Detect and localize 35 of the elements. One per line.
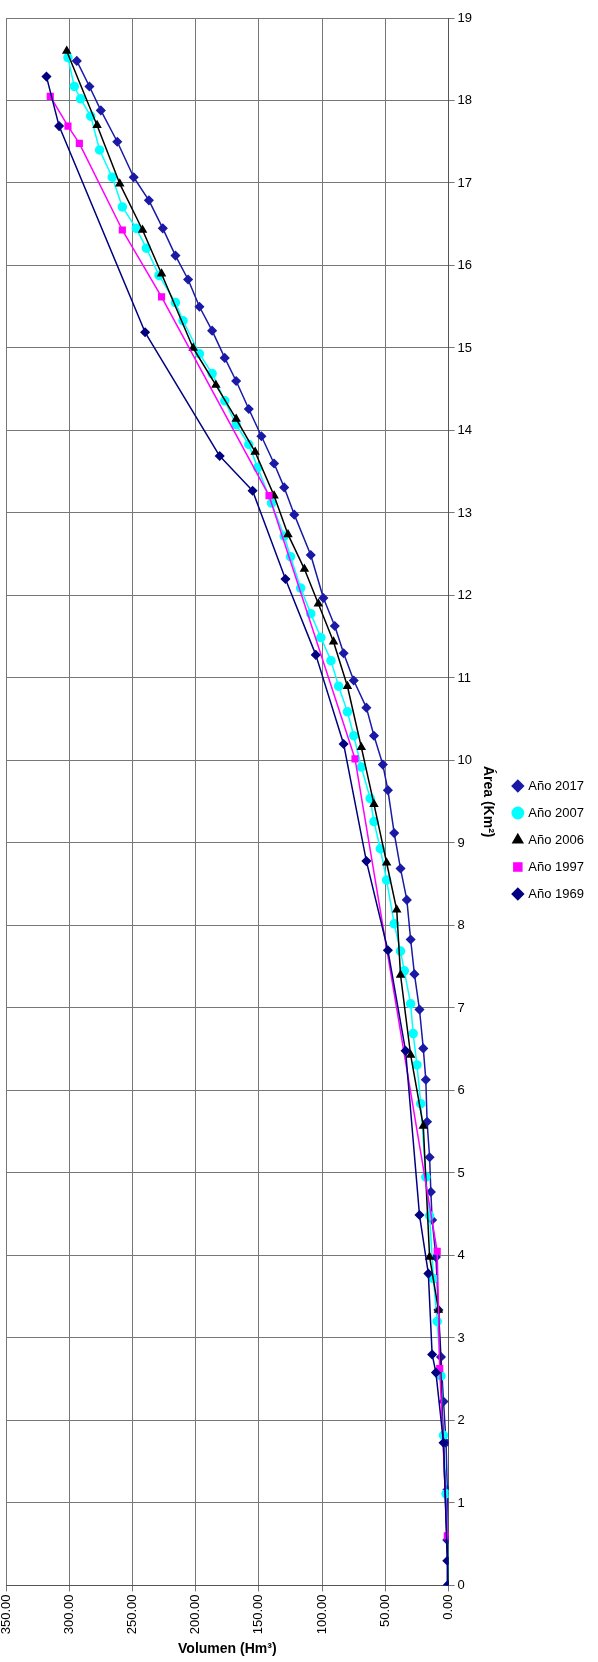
y-tick-label: 11: [457, 669, 472, 685]
x-tick-label: 200.00: [187, 1594, 203, 1635]
y-tick-label: 19: [457, 9, 473, 25]
y-tick-label: 12: [457, 587, 473, 603]
x-tick-label: 150.00: [250, 1594, 266, 1635]
x-axis-title: Volumen (Hm³): [178, 1640, 277, 1657]
legend-label: Año 2017: [528, 777, 585, 793]
y-tick-label: 17: [457, 174, 473, 190]
y-tick-label: 13: [457, 504, 473, 520]
y-tick-label: 1: [457, 1494, 465, 1510]
y-tick-label: 2: [457, 1412, 465, 1428]
y-tick-label: 10: [457, 752, 473, 768]
legend-label: Año 1969: [528, 885, 585, 901]
y-tick-label: 9: [457, 834, 465, 850]
x-tick-label: 100.00: [313, 1594, 329, 1635]
x-tick-label: 350.00: [0, 1594, 13, 1635]
x-tick-label: 50.00: [376, 1594, 392, 1627]
y-tick-label: 7: [457, 999, 465, 1015]
y-tick-label: 4: [457, 1247, 465, 1263]
y-tick-label: 5: [457, 1164, 465, 1180]
y-tick-label: 15: [457, 339, 473, 355]
legend-label: Año 2006: [528, 831, 585, 847]
y-tick-label: 8: [457, 917, 465, 933]
y-tick-label: 3: [457, 1329, 465, 1345]
y-tick-label: 18: [457, 92, 473, 108]
y-axis-title: Área (Km²): [480, 765, 497, 838]
x-tick-label: 250.00: [124, 1594, 140, 1635]
legend-label: Año 1997: [528, 858, 585, 874]
y-tick-label: 6: [457, 1082, 465, 1098]
x-tick-label: 0.00: [440, 1594, 456, 1620]
x-tick-label: 300.00: [60, 1594, 76, 1635]
y-tick-label: 0: [457, 1577, 465, 1593]
y-tick-label: 16: [457, 257, 473, 273]
legend-label: Año 2007: [528, 804, 585, 820]
y-tick-label: 14: [457, 422, 473, 438]
